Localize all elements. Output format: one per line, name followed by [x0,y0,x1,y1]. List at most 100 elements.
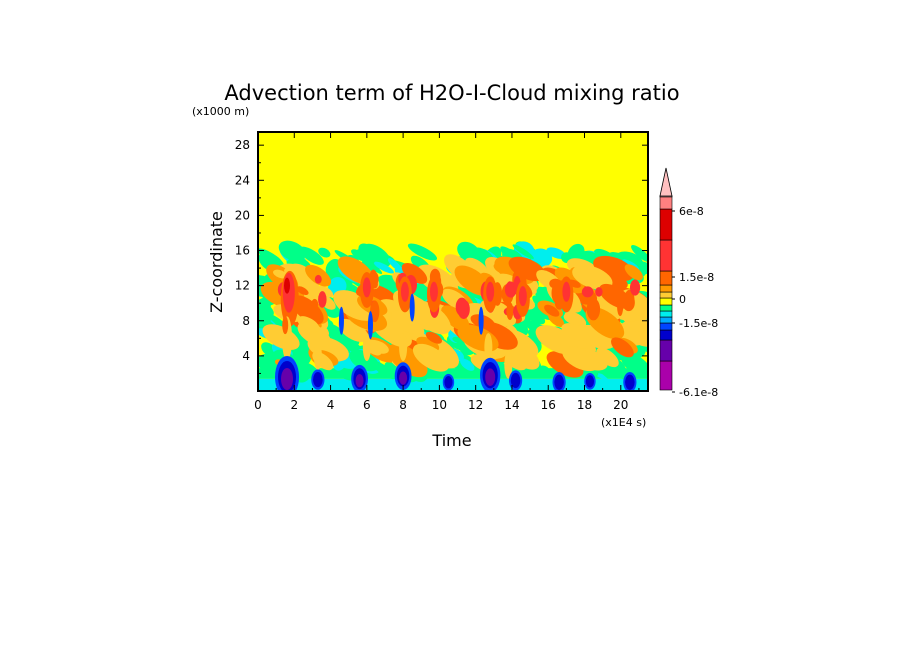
contour-patch [629,279,641,296]
colorbar-swatch [659,329,673,341]
y-tick-label: 24 [235,173,250,187]
contour-patch [297,316,320,333]
contour-patch [282,316,289,335]
contour-patch [549,278,562,289]
contour-patch [400,281,409,302]
contour-patch [369,263,383,275]
x-tick-label: 2 [290,398,298,412]
x-tick-label: 12 [468,398,483,412]
y-tick-label: 16 [235,244,250,258]
contour-field [258,240,648,391]
colorbar-swatch [659,195,673,210]
contour-patch [429,281,438,302]
contour-patch [572,264,613,290]
contour-patch [512,244,534,259]
contour-patch [548,312,565,328]
y-tick-label: 8 [242,314,250,328]
colorbar-swatch [659,304,673,312]
y-axis-label: Z-coordinate [207,211,226,313]
contour-patch [513,349,534,364]
contour-patch [444,376,453,389]
colorbar: 6e-8 1.5e-8 0 -1.5e-8 -6.1e-8 [659,167,718,399]
colorbar-swatch [659,291,673,299]
colorbar-swatch [659,239,673,272]
contour-patch [510,372,521,389]
y-axis: 4 8 12 16 20 24 28 [235,138,648,374]
contour-patch [282,272,295,313]
contour-patch [561,323,590,341]
x-tick-label: 4 [327,398,335,412]
colorbar-swatch [659,208,673,241]
x-tick-label: 0 [254,398,262,412]
contour-patch [546,351,584,378]
x-unit-label: (x1E4 s) [601,416,646,429]
contour-patch [337,318,369,342]
contour-patch [273,269,288,279]
contour-patch [401,262,428,284]
colorbar-swatch [659,360,673,391]
contour-patch [620,321,648,347]
colorbar-label: -6.1e-8 [679,386,718,399]
contour-patch [425,331,442,344]
contour-patch [363,247,379,266]
contour-patch [399,371,408,385]
contour-patch [625,374,635,390]
contour-patch [554,374,564,390]
contour-patch [441,305,470,331]
colorbar-swatch [659,310,673,318]
contour-patch [284,277,291,294]
colorbar-swatch [659,316,673,324]
y-tick-label: 4 [242,349,250,363]
x-axis: 0 2 4 6 8 10 12 14 16 18 20 [254,132,640,412]
contour-patch [373,261,394,274]
contour-patch [367,311,373,340]
y-tick-label: 12 [235,279,250,293]
contour-patch [409,293,415,322]
contour-patch [530,303,553,320]
contour-patch [318,285,334,298]
x-tick-label: 10 [432,398,447,412]
contour-patch [258,368,648,379]
contour-patch [412,343,450,372]
contour-patch [506,302,514,321]
colorbar-swatch [659,339,673,362]
contour-patch [608,366,629,381]
contour-patch [621,353,648,376]
contour-patch [333,290,377,321]
contour-patch [313,341,322,370]
y-tick-label: 28 [235,138,250,152]
contour-patch [478,306,484,335]
contour-patch [291,295,324,325]
contour-patch [299,246,324,265]
chart-title: Advection term of H2O-I-Cloud mixing rat… [224,81,679,105]
contour-patch [460,358,475,371]
contour-patch [484,333,493,362]
contour-patch [585,375,595,388]
colorbar-label: 6e-8 [679,205,704,218]
contour-patch [318,291,327,308]
x-tick-label: 6 [363,398,371,412]
y-unit-label: (x1000 m) [192,105,249,118]
plot-area [257,131,649,392]
y-tick-label: 20 [235,208,250,222]
contour-patch [366,339,389,354]
contour-patch [563,313,583,326]
colorbar-swatch [659,322,673,331]
contour-patch [622,293,635,312]
contour-patch [485,368,496,386]
contour-patch [391,310,423,335]
contour-patch [314,274,322,284]
contour-patch [311,298,319,310]
contour-patch [338,306,344,335]
contour-patch [581,286,594,298]
contour-patch [631,245,648,262]
contour-patch [562,281,571,302]
contour-patch [624,264,643,281]
contour-patch [278,240,306,262]
contour-patch [535,325,578,355]
contour-patch [329,333,356,353]
contour-patch [518,286,527,307]
contour-patch [296,286,309,296]
x-axis-label: Time [431,431,471,450]
